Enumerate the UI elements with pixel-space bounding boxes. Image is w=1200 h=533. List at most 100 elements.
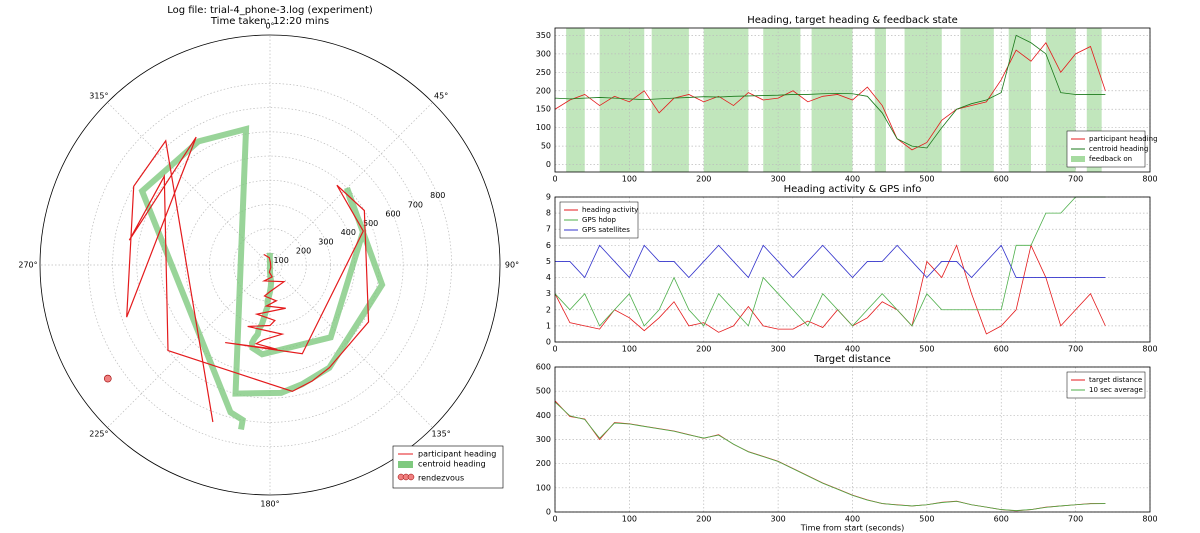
x-tick-label: 0 bbox=[552, 515, 557, 524]
y-tick-label: 200 bbox=[536, 86, 551, 95]
plot-frame bbox=[554, 196, 1151, 343]
legend-swatch bbox=[407, 473, 415, 481]
x-tick-label: 300 bbox=[770, 345, 785, 354]
x-tick-label: 800 bbox=[1142, 515, 1157, 524]
x-tick-label: 500 bbox=[919, 345, 934, 354]
y-tick-label: 250 bbox=[536, 68, 551, 77]
x-tick-label: 400 bbox=[845, 515, 860, 524]
grid-circle bbox=[112, 107, 428, 423]
x-tick-label: 200 bbox=[696, 515, 711, 524]
theta-tick-label: 225° bbox=[89, 429, 108, 438]
feedback-span bbox=[566, 28, 585, 172]
theta-tick-label: 0° bbox=[265, 22, 274, 31]
y-tick-label: 400 bbox=[536, 411, 551, 420]
y-tick-label: 0 bbox=[546, 508, 551, 517]
feedback-span bbox=[763, 28, 801, 172]
y-tick-label: 500 bbox=[536, 387, 551, 396]
x-tick-label: 600 bbox=[994, 175, 1009, 184]
x-tick-label: 200 bbox=[696, 175, 711, 184]
x-tick-label: 700 bbox=[1068, 515, 1083, 524]
feedback-span bbox=[1008, 28, 1031, 172]
legend-label: target distance bbox=[1089, 376, 1142, 384]
r-tick-label: 500 bbox=[363, 219, 378, 228]
legend-label: GPS satellites bbox=[582, 226, 630, 234]
legend-label: feedback on bbox=[1089, 155, 1132, 163]
legend-label: GPS hdop bbox=[582, 216, 616, 224]
y-tick-label: 4 bbox=[546, 273, 551, 282]
x-axis-label: Time from start (seconds) bbox=[800, 524, 904, 533]
y-tick-label: 100 bbox=[536, 123, 551, 132]
x-tick-label: 800 bbox=[1142, 175, 1157, 184]
x-tick-label: 100 bbox=[622, 515, 637, 524]
series-line bbox=[554, 196, 1106, 327]
y-tick-label: 0 bbox=[546, 160, 551, 169]
feedback-span bbox=[904, 28, 942, 172]
y-tick-label: 300 bbox=[536, 49, 551, 58]
legend-label: participant heading bbox=[1089, 135, 1158, 143]
centroid-line bbox=[138, 125, 386, 431]
chart-title: Heading activity & GPS info bbox=[784, 184, 922, 195]
series-line bbox=[554, 401, 1106, 511]
theta-tick-label: 45° bbox=[434, 92, 448, 101]
legend-swatch bbox=[1071, 156, 1085, 162]
x-tick-label: 100 bbox=[622, 345, 637, 354]
polar-frame bbox=[39, 34, 501, 496]
r-tick-label: 100 bbox=[274, 256, 289, 265]
x-tick-label: 300 bbox=[770, 515, 785, 524]
r-tick-label: 700 bbox=[408, 200, 423, 209]
x-tick-label: 500 bbox=[919, 175, 934, 184]
feedback-span bbox=[599, 28, 645, 172]
y-tick-label: 0 bbox=[546, 338, 551, 347]
x-tick-label: 100 bbox=[622, 175, 637, 184]
y-tick-label: 7 bbox=[546, 225, 551, 234]
series-line bbox=[554, 42, 1106, 151]
r-tick-label: 200 bbox=[296, 247, 311, 256]
chart-subtitle: Time taken: 12:20 mins bbox=[210, 16, 329, 27]
x-tick-label: 600 bbox=[994, 515, 1009, 524]
series-line bbox=[554, 34, 1106, 149]
theta-tick-label: 180° bbox=[260, 500, 279, 509]
rendezvous-point bbox=[103, 374, 112, 383]
r-tick-label: 400 bbox=[341, 228, 356, 237]
theta-tick-label: 315° bbox=[89, 92, 108, 101]
series-line bbox=[554, 400, 1106, 512]
x-tick-label: 700 bbox=[1068, 345, 1083, 354]
legend-label: centroid heading bbox=[1089, 145, 1148, 153]
legend-box bbox=[1066, 371, 1146, 399]
chart-title: Target distance bbox=[813, 354, 891, 365]
x-tick-label: 700 bbox=[1068, 175, 1083, 184]
feedback-span bbox=[703, 28, 749, 172]
x-tick-label: 400 bbox=[845, 175, 860, 184]
y-tick-label: 600 bbox=[536, 363, 551, 372]
series-line bbox=[554, 244, 1106, 335]
theta-tick-label: 90° bbox=[505, 261, 519, 270]
feedback-span bbox=[651, 28, 689, 172]
r-tick-label: 300 bbox=[318, 237, 333, 246]
y-tick-label: 150 bbox=[536, 105, 551, 114]
chart-title: Log file: trial-4_phone-3.log (experimen… bbox=[167, 5, 373, 16]
y-tick-label: 8 bbox=[546, 209, 551, 218]
chart-title: Heading, target heading & feedback state bbox=[747, 15, 958, 26]
y-tick-label: 6 bbox=[546, 241, 551, 250]
grid-circle bbox=[88, 83, 452, 447]
x-tick-label: 600 bbox=[994, 345, 1009, 354]
y-tick-label: 1 bbox=[546, 321, 551, 330]
x-tick-label: 300 bbox=[770, 175, 785, 184]
plot-frame bbox=[554, 27, 1151, 173]
legend-label: centroid heading bbox=[418, 460, 486, 469]
x-tick-label: 400 bbox=[845, 345, 860, 354]
x-tick-label: 500 bbox=[919, 515, 934, 524]
legend-label: rendezvous bbox=[418, 474, 464, 483]
legend-label: 10 sec average bbox=[1089, 386, 1143, 394]
grid-spoke bbox=[269, 102, 433, 266]
legend-label: participant heading bbox=[418, 450, 496, 459]
x-tick-label: 0 bbox=[552, 345, 557, 354]
y-tick-label: 200 bbox=[536, 459, 551, 468]
legend-swatch bbox=[398, 461, 413, 468]
feedback-span bbox=[960, 28, 994, 172]
y-tick-label: 3 bbox=[546, 289, 551, 298]
x-tick-label: 200 bbox=[696, 345, 711, 354]
participant-line bbox=[126, 136, 370, 423]
x-tick-label: 0 bbox=[552, 175, 557, 184]
